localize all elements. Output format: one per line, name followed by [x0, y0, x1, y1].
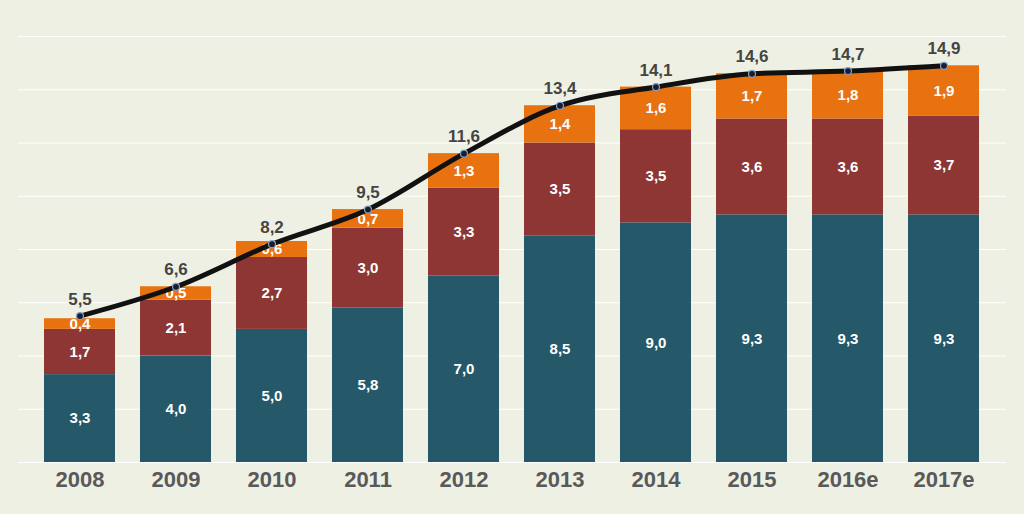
svg-text:1,9: 1,9 — [934, 82, 955, 99]
svg-text:5,0: 5,0 — [262, 387, 283, 404]
svg-text:2012: 2012 — [440, 467, 489, 492]
svg-text:3,6: 3,6 — [742, 158, 763, 175]
svg-text:3,0: 3,0 — [358, 259, 379, 276]
svg-text:9,5: 9,5 — [356, 183, 380, 202]
svg-text:11,6: 11,6 — [448, 127, 480, 146]
svg-text:1,3: 1,3 — [454, 162, 475, 179]
svg-text:2014: 2014 — [632, 467, 682, 492]
svg-text:2013: 2013 — [536, 467, 585, 492]
svg-text:3,3: 3,3 — [454, 223, 475, 240]
svg-text:6,6: 6,6 — [164, 260, 188, 279]
svg-text:9,3: 9,3 — [742, 329, 763, 346]
svg-text:14,9: 14,9 — [927, 39, 960, 58]
svg-text:3,3: 3,3 — [70, 409, 91, 426]
svg-text:5,5: 5,5 — [68, 290, 92, 309]
svg-text:1,7: 1,7 — [70, 343, 91, 360]
svg-text:1,7: 1,7 — [742, 87, 763, 104]
svg-text:5,8: 5,8 — [358, 376, 379, 393]
svg-text:14,7: 14,7 — [831, 45, 864, 64]
svg-text:2,1: 2,1 — [166, 319, 187, 336]
svg-text:2008: 2008 — [56, 467, 105, 492]
svg-text:0,6: 0,6 — [261, 240, 283, 258]
svg-text:2010: 2010 — [248, 467, 297, 492]
svg-text:1,4: 1,4 — [550, 115, 572, 132]
svg-text:2011: 2011 — [344, 467, 392, 492]
svg-text:0,4: 0,4 — [69, 314, 91, 332]
svg-text:9,0: 9,0 — [646, 333, 667, 350]
svg-text:2016e: 2016e — [817, 467, 878, 492]
svg-text:0,7: 0,7 — [357, 209, 379, 227]
svg-text:0,5: 0,5 — [165, 284, 187, 302]
svg-text:3,5: 3,5 — [550, 180, 571, 197]
svg-text:2017e: 2017e — [913, 467, 974, 492]
svg-text:3,7: 3,7 — [934, 156, 955, 173]
svg-text:7,0: 7,0 — [454, 360, 475, 377]
svg-text:1,6: 1,6 — [646, 99, 667, 116]
svg-text:9,3: 9,3 — [838, 329, 859, 346]
svg-text:4,0: 4,0 — [166, 400, 187, 417]
svg-text:8,5: 8,5 — [550, 340, 571, 357]
svg-text:2,7: 2,7 — [262, 284, 283, 301]
svg-text:14,1: 14,1 — [639, 61, 672, 80]
svg-text:13,4: 13,4 — [543, 79, 577, 98]
svg-text:9,3: 9,3 — [934, 329, 955, 346]
svg-text:3,6: 3,6 — [838, 158, 859, 175]
svg-text:3,5: 3,5 — [646, 167, 667, 184]
svg-text:2015: 2015 — [728, 467, 777, 492]
svg-text:2009: 2009 — [152, 467, 201, 492]
svg-text:8,2: 8,2 — [260, 218, 284, 237]
svg-text:14,6: 14,6 — [735, 47, 768, 66]
svg-text:1,8: 1,8 — [838, 86, 859, 103]
